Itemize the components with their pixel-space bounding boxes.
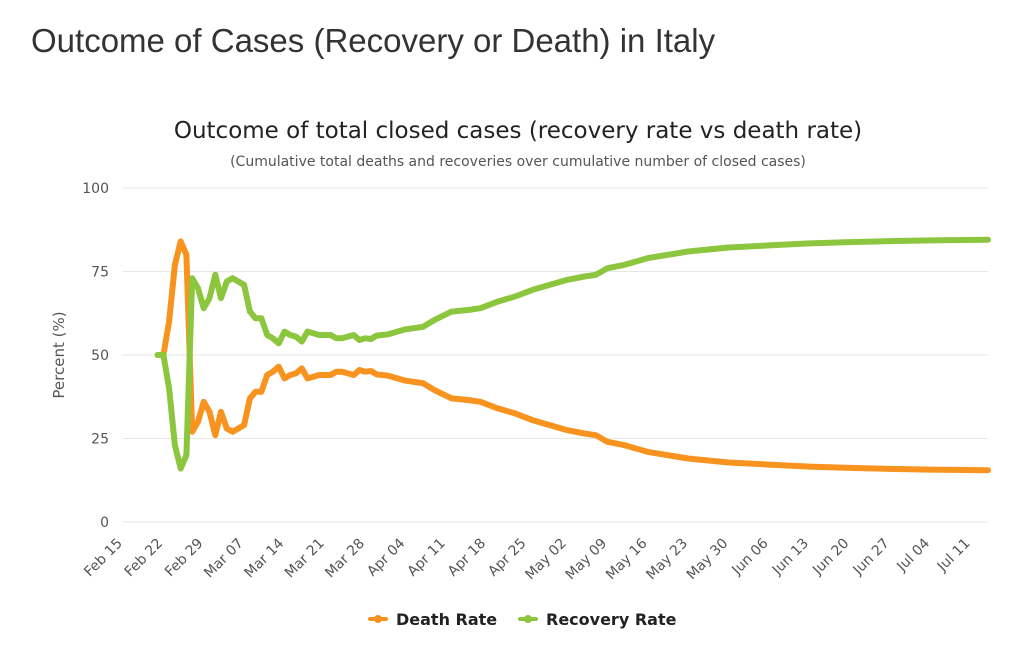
legend-marker — [524, 615, 532, 623]
x-tick-label: Mar 21 — [282, 536, 328, 582]
y-tick-label: 75 — [91, 265, 109, 281]
legend-label: Death Rate — [396, 610, 497, 629]
grid-lines — [123, 187, 988, 523]
x-tick-label: Apr 11 — [405, 536, 449, 580]
y-tick-label: 50 — [91, 348, 109, 364]
y-axis-ticks: 0 25 50 75 100 — [82, 181, 109, 531]
y-tick-label: 100 — [82, 181, 109, 197]
x-tick-label: Apr 04 — [364, 535, 408, 579]
chart-subtitle: (Cumulative total deaths and recoveries … — [230, 154, 806, 170]
x-tick-label: Feb 22 — [122, 536, 167, 581]
x-tick-label: May 30 — [684, 536, 732, 584]
x-tick-label: Mar 07 — [201, 536, 247, 582]
x-tick-label: Mar 14 — [242, 535, 288, 581]
x-tick-label: Jul 04 — [893, 535, 933, 575]
legend[interactable]: Death Rate Recovery Rate — [368, 610, 677, 629]
page-title: Outcome of Cases (Recovery or Death) in … — [31, 22, 716, 59]
x-tick-label: Mar 28 — [322, 536, 368, 582]
legend-item-recovery-rate[interactable]: Recovery Rate — [518, 610, 677, 629]
chart-title: Outcome of total closed cases (recovery … — [174, 118, 862, 144]
x-tick-label: Feb 15 — [81, 536, 126, 581]
x-tick-label: May 09 — [563, 536, 611, 584]
legend-marker — [374, 615, 382, 623]
legend-label: Recovery Rate — [546, 610, 677, 629]
x-tick-label: Jun 06 — [728, 535, 771, 578]
series-line-recovery-rate — [154, 236, 991, 472]
series-line-death-rate — [154, 238, 991, 474]
x-tick-label: May 02 — [522, 536, 570, 584]
legend-item-death-rate[interactable]: Death Rate — [368, 610, 497, 629]
x-tick-label: Apr 18 — [445, 536, 489, 580]
x-tick-label: Jun 20 — [809, 536, 852, 579]
y-tick-label: 0 — [100, 515, 109, 531]
x-tick-label: Jul 11 — [934, 536, 974, 576]
x-tick-label: Feb 29 — [162, 536, 207, 581]
series-lines — [154, 236, 991, 474]
x-tick-label: May 16 — [603, 535, 651, 583]
x-tick-label: Jun 27 — [850, 536, 893, 579]
y-axis-title: Percent (%) — [50, 311, 68, 398]
x-tick-label: Jun 13 — [769, 536, 812, 579]
y-tick-label: 25 — [91, 432, 109, 448]
x-tick-label: May 23 — [643, 536, 691, 584]
